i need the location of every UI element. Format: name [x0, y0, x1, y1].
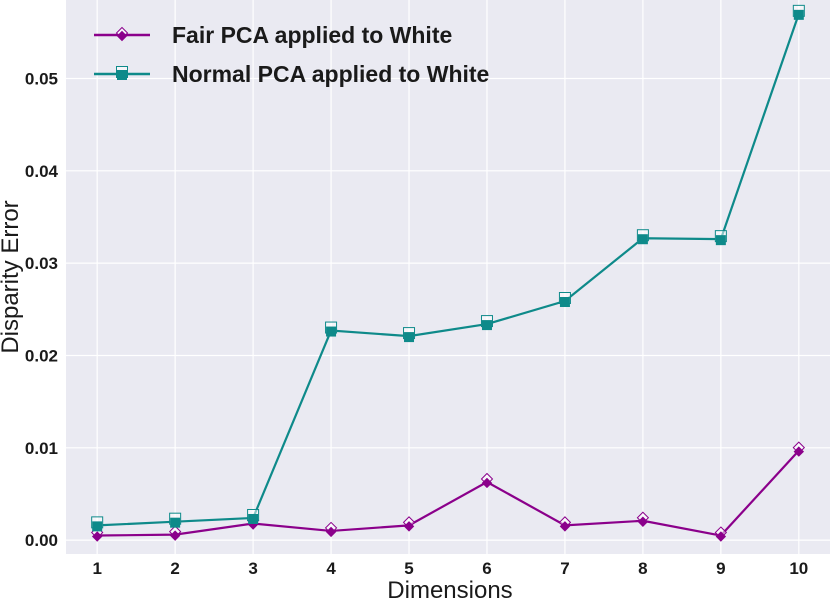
data-point	[325, 526, 337, 538]
data-point	[793, 446, 805, 457]
legend-marker	[116, 30, 128, 42]
data-point	[170, 517, 181, 528]
x-tick-label: 9	[716, 559, 725, 578]
data-point	[403, 521, 415, 532]
plot-background	[66, 0, 830, 554]
y-tick-label: 0.04	[25, 162, 59, 181]
legend-label: Fair PCA applied to White	[172, 22, 452, 48]
y-axis-title: Disparity Error	[0, 200, 24, 353]
x-tick-label: 8	[638, 559, 647, 578]
legend-marker	[117, 70, 127, 80]
legend: Fair PCA applied to White Normal PCA appl…	[94, 22, 489, 87]
data-point	[326, 326, 337, 337]
data-point	[559, 297, 570, 308]
y-tick-label: 0.00	[25, 531, 58, 550]
data-point	[637, 234, 648, 245]
data-point	[637, 516, 649, 527]
x-tick-label: 5	[404, 559, 413, 578]
y-tick-label: 0.05	[25, 69, 58, 88]
series-1	[90, 441, 806, 542]
x-tick-label: 3	[248, 559, 257, 578]
data-point	[92, 521, 103, 532]
legend-item: Fair PCA applied to White	[94, 22, 452, 48]
x-tick-label: 7	[560, 559, 569, 578]
legend-item: Normal PCA applied to White	[94, 61, 489, 87]
x-tick-label: 1	[92, 559, 101, 578]
y-tick-label: 0.03	[25, 254, 58, 273]
x-tick-label: 4	[326, 559, 336, 578]
x-tick-label: 2	[170, 559, 179, 578]
data-point	[793, 9, 804, 20]
legend-label: Normal PCA applied to White	[172, 61, 489, 87]
data-point	[715, 531, 727, 542]
y-tick-label: 0.02	[25, 346, 58, 365]
data-point	[715, 235, 726, 246]
y-tick-labels: 0.00 0.01 0.02 0.03 0.04 0.05	[25, 69, 59, 550]
series-2	[91, 4, 805, 532]
grid-lines	[66, 0, 830, 554]
data-point	[404, 332, 415, 343]
data-point	[481, 320, 492, 331]
series-layer	[90, 4, 806, 542]
data-point	[169, 530, 181, 541]
x-axis-title: Dimensions	[387, 577, 512, 604]
series-line	[97, 449, 800, 537]
data-point	[248, 513, 259, 524]
x-tick-labels: 1 2 3 4 5 6 7 8 9 10	[92, 559, 808, 578]
data-point	[91, 531, 103, 542]
data-point	[559, 521, 571, 532]
y-tick-label: 0.01	[25, 439, 58, 458]
series-line	[97, 13, 800, 527]
data-point	[481, 477, 493, 489]
x-tick-label: 6	[482, 559, 491, 578]
x-tick-label: 10	[789, 559, 808, 578]
